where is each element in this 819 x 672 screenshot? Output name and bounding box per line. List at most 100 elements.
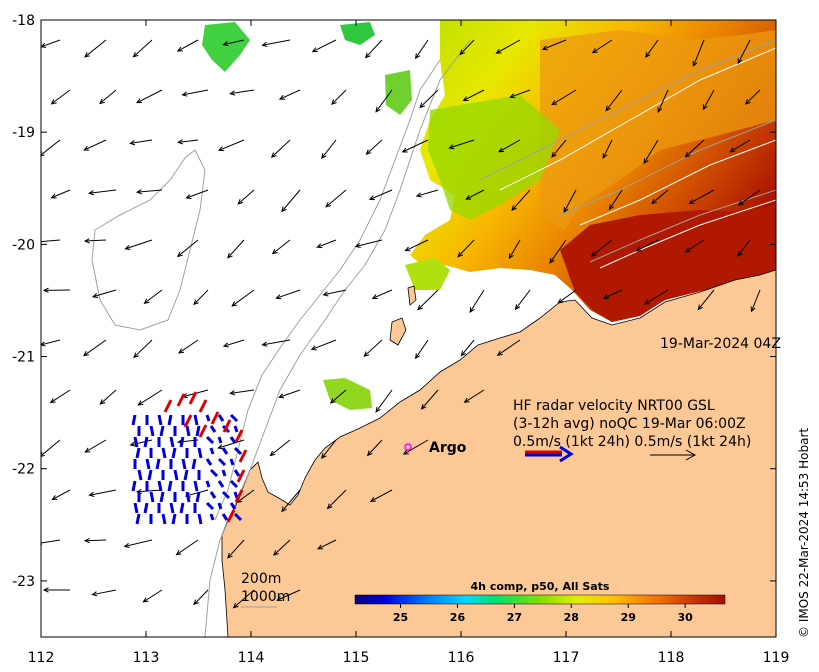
current-arrow	[375, 389, 393, 413]
current-arrow	[83, 339, 107, 356]
current-arrow	[605, 89, 623, 111]
current-arrow	[51, 189, 71, 199]
current-arrow-head	[123, 542, 130, 548]
radar-vector	[135, 513, 141, 525]
current-arrow	[143, 589, 163, 603]
current-arrow-head	[375, 406, 381, 413]
current-arrow	[685, 239, 705, 253]
current-arrow	[685, 139, 705, 158]
current-arrow	[469, 289, 485, 313]
y-tick-label: -23	[12, 574, 35, 590]
current-arrow	[369, 189, 393, 200]
current-arrow-head	[99, 98, 105, 105]
current-arrow-head	[365, 149, 372, 155]
radar-vector	[135, 447, 141, 459]
current-arrow-head	[750, 306, 756, 313]
x-tick-label: 116	[448, 650, 475, 666]
radar-vector	[145, 458, 151, 470]
current-arrow	[551, 89, 577, 105]
current-arrow-head	[737, 58, 743, 65]
current-arrow-head	[217, 444, 224, 450]
current-arrow	[737, 39, 751, 64]
current-arrow-head	[42, 287, 49, 293]
current-arrow-head	[371, 294, 378, 300]
current-arrow	[509, 239, 521, 259]
current-arrow-head	[401, 147, 408, 153]
y-tick-label: -18	[12, 13, 35, 29]
current-arrow-head	[602, 294, 609, 299]
current-arrow	[276, 589, 301, 601]
y-axis: -18 -19 -20 -21 -22 -23	[12, 13, 776, 590]
current-arrow-head	[657, 106, 663, 113]
current-arrow-head	[310, 345, 317, 351]
current-arrow	[551, 139, 567, 158]
current-arrow	[738, 189, 761, 206]
radar-vector	[133, 502, 139, 514]
radar-vector	[185, 491, 191, 503]
current-arrow	[193, 289, 209, 305]
current-arrow-head	[273, 550, 279, 556]
current-arrow-head	[142, 597, 149, 603]
ref-arrow-model	[650, 449, 697, 461]
current-arrow-head	[181, 91, 188, 97]
depth-label-200: 200m	[241, 571, 281, 587]
current-arrow-head	[684, 151, 691, 158]
radar-vector	[157, 480, 163, 492]
radar-vector	[159, 491, 165, 503]
current-arrow	[464, 389, 485, 403]
radar-vector	[133, 436, 139, 448]
current-arrow	[402, 139, 429, 153]
radar-vector	[221, 469, 227, 477]
radar-vector	[205, 480, 211, 488]
current-arrow	[85, 239, 107, 242]
current-arrow	[636, 239, 659, 252]
current-arrow-head	[193, 599, 199, 606]
current-arrow	[273, 539, 291, 556]
current-arrow-head	[551, 151, 557, 158]
current-arrow	[279, 89, 301, 100]
current-arrow	[729, 139, 751, 153]
current-arrow	[549, 239, 567, 264]
y-tick-label: -20	[12, 237, 35, 253]
current-arrow	[84, 139, 107, 151]
current-arrow	[41, 139, 61, 156]
current-arrow	[645, 39, 659, 58]
current-arrow	[276, 289, 301, 299]
date-label: 19-Mar-2024 04Z	[660, 336, 781, 352]
current-arrow-head	[176, 46, 183, 52]
current-arrow-head	[281, 206, 287, 213]
current-arrow-head	[688, 199, 695, 205]
current-arrow	[193, 589, 209, 605]
current-arrow-head	[217, 146, 225, 152]
current-arrow-head	[229, 90, 236, 96]
radar-vector	[147, 469, 153, 481]
ref-arrow-radar	[525, 445, 574, 463]
radar-vector	[176, 393, 186, 407]
current-arrow-head	[368, 195, 375, 201]
current-arrow-head	[269, 450, 276, 457]
current-arrow-head	[514, 304, 521, 311]
radar-vector	[205, 458, 213, 466]
current-arrow-head	[91, 591, 98, 597]
current-arrow	[365, 39, 383, 58]
current-arrow	[231, 289, 255, 307]
current-arrow	[176, 539, 199, 556]
y-tick-label: -19	[12, 125, 35, 141]
current-arrow	[236, 489, 255, 503]
current-arrow	[689, 189, 715, 204]
current-arrow	[327, 489, 347, 509]
current-arrow	[186, 189, 209, 199]
current-arrow	[85, 439, 107, 453]
radar-vector	[229, 502, 237, 510]
current-arrow-head	[366, 450, 373, 457]
radar-vector	[143, 502, 149, 514]
radar-vector	[209, 513, 215, 521]
radar-vector	[234, 429, 244, 443]
current-arrow-head	[469, 306, 475, 313]
current-arrow-head	[129, 441, 136, 447]
current-arrow-head	[511, 205, 517, 212]
current-arrow-head	[132, 51, 139, 58]
current-arrow	[136, 89, 163, 104]
current-arrow-head	[50, 99, 57, 105]
current-arrow	[52, 489, 71, 500]
